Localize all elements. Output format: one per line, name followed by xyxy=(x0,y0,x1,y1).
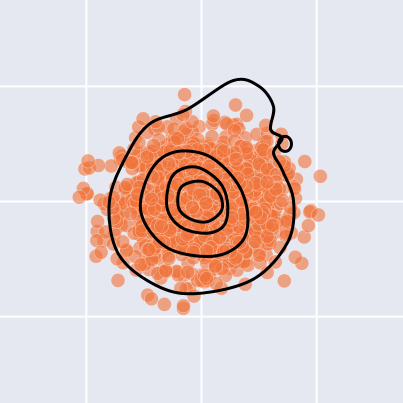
scatter-point xyxy=(139,149,155,165)
scatter-point xyxy=(144,191,159,207)
scatter-point xyxy=(259,265,275,280)
scatter-point xyxy=(199,271,215,286)
scatter-point xyxy=(110,272,126,288)
density-contours xyxy=(107,77,296,296)
scatter-point xyxy=(177,87,193,102)
scatter-point xyxy=(141,242,157,258)
scatter-point xyxy=(208,167,224,183)
scatter-point xyxy=(297,154,313,169)
scatter-point xyxy=(275,193,291,208)
scatter-point xyxy=(287,249,303,265)
scatter-point xyxy=(238,139,254,155)
scatter-point xyxy=(215,143,231,159)
scatter-point xyxy=(180,264,196,280)
scatter-point xyxy=(176,298,191,314)
scatter-point xyxy=(93,244,109,260)
density-contour-level-4 xyxy=(176,179,225,224)
scatter-point xyxy=(205,108,221,124)
scatter-points xyxy=(71,87,328,316)
scatter-point xyxy=(115,234,131,250)
scatter-point xyxy=(207,258,223,274)
scatter-point xyxy=(184,200,200,216)
scatter-point xyxy=(265,217,281,233)
scatter-point xyxy=(146,137,162,153)
scatter-point xyxy=(156,296,172,312)
scatter-point xyxy=(251,248,267,263)
scatter-point xyxy=(161,156,177,172)
density-contour-level-1 xyxy=(107,77,296,296)
scatter-point xyxy=(120,177,135,192)
scatter-point xyxy=(90,214,105,229)
scatter-point xyxy=(248,205,264,220)
scatter-point xyxy=(247,234,263,250)
scatter-point xyxy=(239,108,255,123)
scatter-point xyxy=(135,111,151,127)
scatter-point xyxy=(228,151,244,167)
scatter-point xyxy=(71,189,87,205)
scatter-point xyxy=(144,291,159,307)
scatter-point xyxy=(170,131,186,146)
density-contour-level-2 xyxy=(138,149,250,258)
scatter-point xyxy=(300,218,316,234)
scatter-point xyxy=(276,273,292,289)
scatter-point xyxy=(123,206,139,222)
scatter-point xyxy=(310,207,326,223)
scatter-point xyxy=(161,251,177,266)
scatter-point xyxy=(80,153,96,169)
scatter-point xyxy=(154,219,169,234)
scatter-point xyxy=(198,195,214,211)
scatter-point xyxy=(228,97,243,113)
density-contour-small-loop xyxy=(276,134,293,153)
scatter-point xyxy=(259,174,275,190)
scatter-point xyxy=(184,161,200,177)
density-contour-level-3 xyxy=(165,165,230,235)
scatter-point xyxy=(312,168,328,184)
